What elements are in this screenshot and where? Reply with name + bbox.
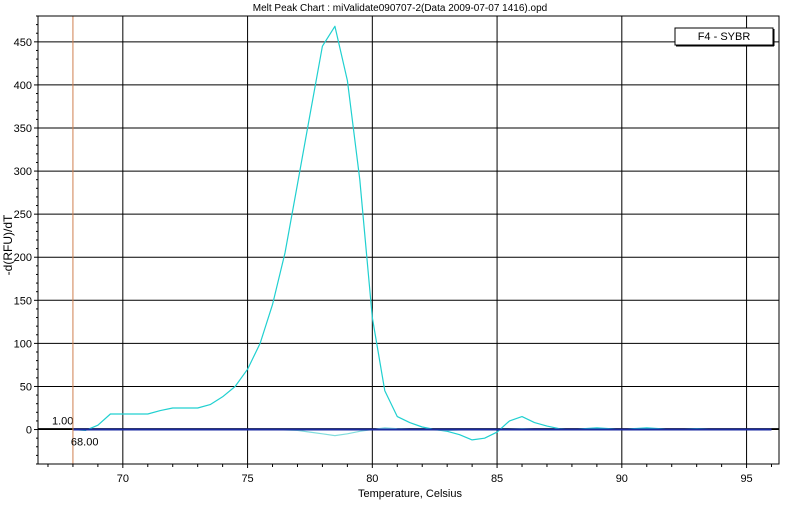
y-tick-label: 150 — [14, 295, 32, 307]
x-tick-label: 90 — [616, 473, 628, 485]
y-tick-label: 100 — [14, 338, 32, 350]
y-tick-label: 350 — [14, 123, 32, 135]
x-axis-label: Temperature, Celsius — [358, 488, 462, 500]
y-tick-label: 50 — [20, 381, 32, 393]
legend-entry: F4 - SYBR — [698, 31, 751, 43]
plot-border — [37, 15, 780, 465]
axes: 70 75 80 85 90 95 0 50 100 150 200 250 300 350 400 450 — [14, 15, 780, 485]
temperature-cursor[interactable]: 68.00 — [71, 16, 99, 464]
x-tick-label: 75 — [241, 473, 253, 485]
cursor-label: 68.00 — [71, 437, 99, 449]
y-tick-label: 300 — [14, 166, 32, 178]
x-tick-label: 70 — [117, 473, 129, 485]
x-tick-label: 95 — [740, 473, 752, 485]
grid — [38, 16, 779, 464]
y-tick-label: 0 — [26, 425, 32, 437]
plot-area — [38, 16, 779, 464]
legend: F4 - SYBR — [674, 27, 775, 47]
legend-box — [674, 27, 774, 46]
x-tick-label: 85 — [491, 473, 503, 485]
chart-title: Melt Peak Chart : miValidate090707-2(Dat… — [253, 3, 547, 14]
x-tick-label: 80 — [366, 473, 378, 485]
y-axis-label: -d(RFU)/dT — [1, 214, 15, 275]
y-tick-label: 200 — [14, 252, 32, 264]
y-tick-label: 450 — [14, 37, 32, 49]
y-tick-label: 250 — [14, 209, 32, 221]
y-tick-label: 400 — [14, 80, 32, 92]
series-layer — [72, 25, 772, 441]
threshold-label: 1.00 — [52, 416, 73, 428]
